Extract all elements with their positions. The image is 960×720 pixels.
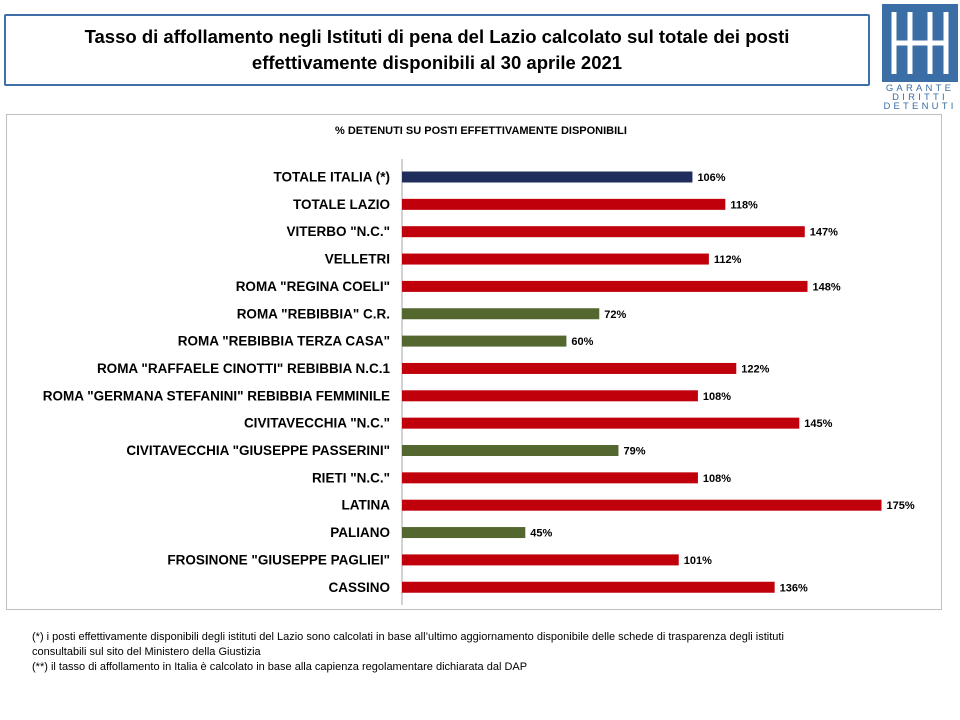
category-label: CIVITAVECCHIA "N.C." xyxy=(244,416,390,431)
value-label: 122% xyxy=(741,363,769,375)
bar xyxy=(402,472,698,484)
bar xyxy=(402,445,619,456)
chart-frame: % DETENUTI SU POSTI EFFETTIVAMENTE DISPO… xyxy=(6,114,942,610)
page-title-line-1: Tasso di affollamento negli Istituti di … xyxy=(84,26,790,47)
value-label: 108% xyxy=(703,473,731,485)
value-label: 72% xyxy=(604,309,626,321)
value-label: 45% xyxy=(530,528,552,540)
category-label: ROMA "GERMANA STEFANINI" REBIBBIA FEMMIN… xyxy=(43,388,390,403)
category-label: CASSINO xyxy=(328,580,390,595)
category-label: LATINA xyxy=(342,498,391,513)
bar xyxy=(402,226,805,238)
logo-text-1: GARANTE xyxy=(885,83,955,94)
category-label: TOTALE LAZIO xyxy=(293,197,390,212)
footnote-1: (*) i posti effettivamente disponibili d… xyxy=(32,631,784,643)
bar xyxy=(402,171,693,183)
value-label: 148% xyxy=(813,281,841,293)
value-label: 118% xyxy=(730,199,758,211)
value-label: 60% xyxy=(571,336,593,348)
category-label: ROMA "REBIBBIA TERZA CASA" xyxy=(178,334,390,349)
logo-text-2: DIRITTI xyxy=(892,92,948,103)
category-label: ROMA "REGINA COELI" xyxy=(236,279,390,294)
bar xyxy=(402,362,737,374)
bar xyxy=(402,335,567,347)
category-label: CIVITAVECCHIA "GIUSEPPE PASSERINI" xyxy=(126,443,390,458)
bars-group: TOTALE ITALIA (*) 106% TOTALE LAZIO 118% VIT… xyxy=(43,170,915,595)
category-label: VITERBO "N.C." xyxy=(286,224,390,239)
bar xyxy=(402,527,526,539)
footnotes: (*) i posti effettivamente disponibili d… xyxy=(32,630,932,675)
value-label: 79% xyxy=(623,446,645,458)
value-label: 147% xyxy=(810,227,838,239)
title-box: Tasso di affollamento negli Istituti di … xyxy=(4,14,870,86)
garante-logo: GARANTE DIRITTI DETENUTI xyxy=(882,4,958,112)
category-label: VELLETRI xyxy=(325,252,390,267)
value-label: 101% xyxy=(684,555,712,567)
value-label: 136% xyxy=(780,582,808,594)
logo-mark xyxy=(882,4,958,82)
bar xyxy=(402,253,709,265)
page-title-line-2: effettivamente disponibili al 30 aprile … xyxy=(251,52,623,73)
bar xyxy=(402,390,698,402)
bar xyxy=(402,308,600,320)
bar xyxy=(402,554,679,566)
bar xyxy=(402,198,726,210)
category-label: PALIANO xyxy=(330,525,390,540)
category-label: FROSINONE "GIUSEPPE PAGLIEI" xyxy=(167,552,390,567)
category-label: ROMA "REBIBBIA" C.R. xyxy=(237,306,390,321)
footnote-2: (**) il tasso di affollamento in Italia … xyxy=(32,661,528,673)
chart-title: % DETENUTI SU POSTI EFFETTIVAMENTE DISPO… xyxy=(335,125,627,137)
value-label: 112% xyxy=(714,254,742,266)
value-label: 175% xyxy=(887,500,915,512)
category-label: TOTALE ITALIA (*) xyxy=(274,170,390,185)
value-label: 108% xyxy=(703,391,731,403)
bar xyxy=(402,280,808,292)
bar xyxy=(402,499,882,511)
bar xyxy=(402,417,800,429)
logo-mark-icon xyxy=(891,12,949,74)
value-label: 145% xyxy=(804,418,832,430)
logo-text-3: DETENUTI xyxy=(883,101,957,112)
value-label: 106% xyxy=(697,172,725,184)
category-label: RIETI "N.C." xyxy=(312,470,390,485)
footnote-1-cont: consultabili sul sito del Ministero dell… xyxy=(32,646,261,658)
bar-chart: % DETENUTI SU POSTI EFFETTIVAMENTE DISPO… xyxy=(43,125,915,605)
bar xyxy=(402,581,775,593)
category-label: ROMA "RAFFAELE CINOTTI" REBIBBIA N.C.1 xyxy=(97,361,391,376)
